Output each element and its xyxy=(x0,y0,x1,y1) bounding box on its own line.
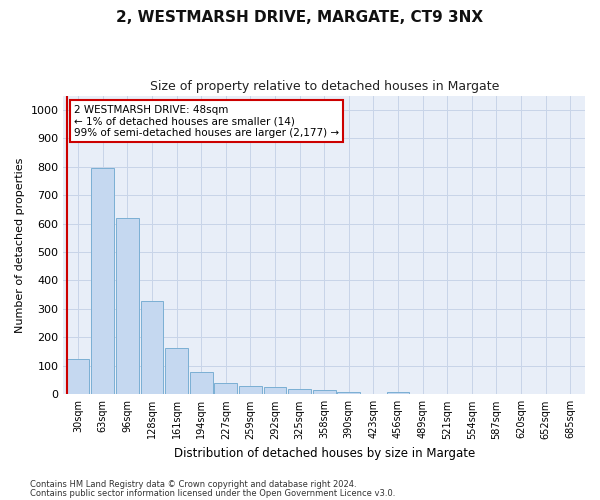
Bar xyxy=(313,390,335,394)
Text: 2 WESTMARSH DRIVE: 48sqm
← 1% of detached houses are smaller (14)
99% of semi-de: 2 WESTMARSH DRIVE: 48sqm ← 1% of detache… xyxy=(74,104,339,138)
Bar xyxy=(165,348,188,395)
Bar xyxy=(214,383,237,394)
Bar xyxy=(91,168,114,394)
Title: Size of property relative to detached houses in Margate: Size of property relative to detached ho… xyxy=(149,80,499,93)
Bar xyxy=(140,301,163,394)
Bar xyxy=(337,392,360,394)
Bar xyxy=(263,387,286,394)
Bar xyxy=(386,392,409,394)
Text: Contains public sector information licensed under the Open Government Licence v3: Contains public sector information licen… xyxy=(30,488,395,498)
Bar xyxy=(190,372,212,394)
X-axis label: Distribution of detached houses by size in Margate: Distribution of detached houses by size … xyxy=(173,447,475,460)
Bar xyxy=(116,218,139,394)
Bar xyxy=(239,386,262,394)
Bar xyxy=(288,390,311,394)
Text: Contains HM Land Registry data © Crown copyright and database right 2024.: Contains HM Land Registry data © Crown c… xyxy=(30,480,356,489)
Text: 2, WESTMARSH DRIVE, MARGATE, CT9 3NX: 2, WESTMARSH DRIVE, MARGATE, CT9 3NX xyxy=(116,10,484,25)
Bar xyxy=(67,358,89,394)
Y-axis label: Number of detached properties: Number of detached properties xyxy=(15,157,25,332)
